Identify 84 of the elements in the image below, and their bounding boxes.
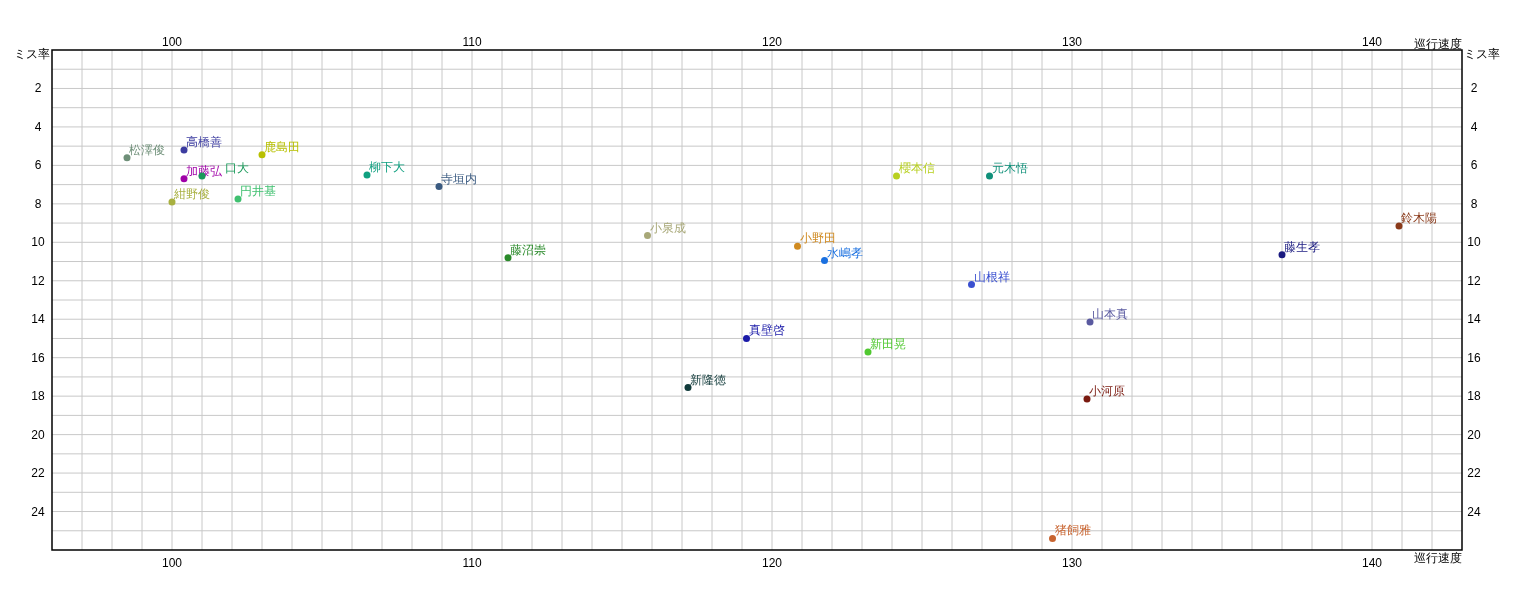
point	[234, 195, 242, 203]
point-label: 口大	[225, 160, 249, 175]
ytick: 20	[31, 427, 45, 442]
point-label: 円井基	[240, 184, 276, 199]
ytick: 2	[34, 81, 42, 96]
y2tick: 16	[1467, 350, 1481, 365]
point-label: 小泉成	[649, 220, 686, 235]
ytick: 4	[34, 119, 42, 134]
ytick: 8	[34, 196, 42, 211]
point	[363, 171, 371, 179]
point-label: 藤沼崇	[510, 242, 546, 257]
y2tick: 6	[1470, 158, 1478, 173]
y2tick: 4	[1470, 119, 1478, 134]
point	[1083, 395, 1091, 403]
y2tick: 14	[1467, 312, 1481, 327]
point	[684, 384, 692, 391]
x2tick: 130	[1062, 35, 1082, 49]
x2tick: 100	[162, 35, 182, 49]
y2tick: 8	[1470, 196, 1478, 211]
point	[986, 172, 993, 180]
ytick: 6	[34, 158, 42, 173]
point-label: 新隆徳	[690, 372, 726, 387]
point-label: 山根祥	[973, 269, 1010, 284]
y2tick: 24	[1467, 504, 1481, 519]
point	[1049, 534, 1056, 542]
point	[1086, 318, 1094, 326]
x2tick: 140	[1362, 35, 1382, 49]
point	[1278, 251, 1286, 259]
point-label: 猪飼雅	[1054, 523, 1091, 538]
ytick: 10	[31, 235, 45, 250]
x2label: 巡行速度	[1414, 37, 1462, 51]
point-label: 鈴木陽	[1401, 210, 1437, 225]
xtick: 130	[1062, 556, 1082, 570]
y2tick: 18	[1467, 389, 1481, 404]
y2tick: 12	[1467, 273, 1481, 288]
point-label: 小河原	[1089, 384, 1125, 399]
ytick: 18	[31, 389, 45, 404]
point-label: 松澤俊	[129, 142, 165, 157]
ytick: 12	[31, 273, 45, 288]
point	[864, 348, 872, 356]
point-label: 小野田	[799, 231, 836, 246]
y2tick: 10	[1467, 235, 1481, 250]
point-label: 新田晃	[870, 336, 906, 351]
ytick: 14	[31, 312, 45, 327]
point-label: 山本真	[1092, 307, 1128, 322]
ytick: 16	[31, 350, 45, 365]
x2tick: 120	[762, 35, 782, 49]
point-label: 水嶋孝	[826, 245, 863, 260]
xlabel: 巡行速度	[1414, 551, 1462, 565]
ytick: 22	[31, 466, 45, 481]
point	[743, 334, 750, 342]
point	[168, 198, 176, 206]
point	[180, 175, 188, 183]
point-label: 元木悟	[991, 160, 1028, 175]
y2tick: 20	[1467, 427, 1481, 442]
point-label: 紺野俊	[174, 186, 210, 201]
xtick: 140	[1362, 556, 1382, 570]
x2tick: 110	[462, 35, 482, 49]
point	[435, 183, 443, 191]
point-label: 藤生孝	[1284, 239, 1320, 254]
xtick: 120	[762, 556, 782, 570]
point	[968, 281, 975, 289]
y2tick: 2	[1470, 81, 1478, 96]
point	[258, 151, 266, 159]
point-label: 櫻本信	[898, 160, 935, 175]
xtick: 100	[162, 556, 182, 570]
point	[644, 232, 651, 240]
point-label: 真壁啓	[748, 323, 785, 338]
point-label: 寺垣内	[441, 171, 477, 186]
xtick: 110	[462, 556, 482, 570]
point-label: 高橋善	[186, 135, 222, 149]
point	[1395, 222, 1403, 230]
y2label: ミス率	[1464, 47, 1500, 61]
point	[504, 254, 512, 262]
point-label: 柳下大	[369, 160, 405, 174]
point	[794, 242, 801, 250]
point	[123, 154, 131, 162]
ylabel: ミス率	[14, 47, 50, 61]
point	[821, 257, 828, 265]
point	[180, 146, 188, 154]
ytick: 24	[31, 504, 45, 519]
point-label: 鹿島田	[264, 139, 300, 154]
y2tick: 22	[1467, 466, 1481, 481]
point	[893, 172, 900, 180]
